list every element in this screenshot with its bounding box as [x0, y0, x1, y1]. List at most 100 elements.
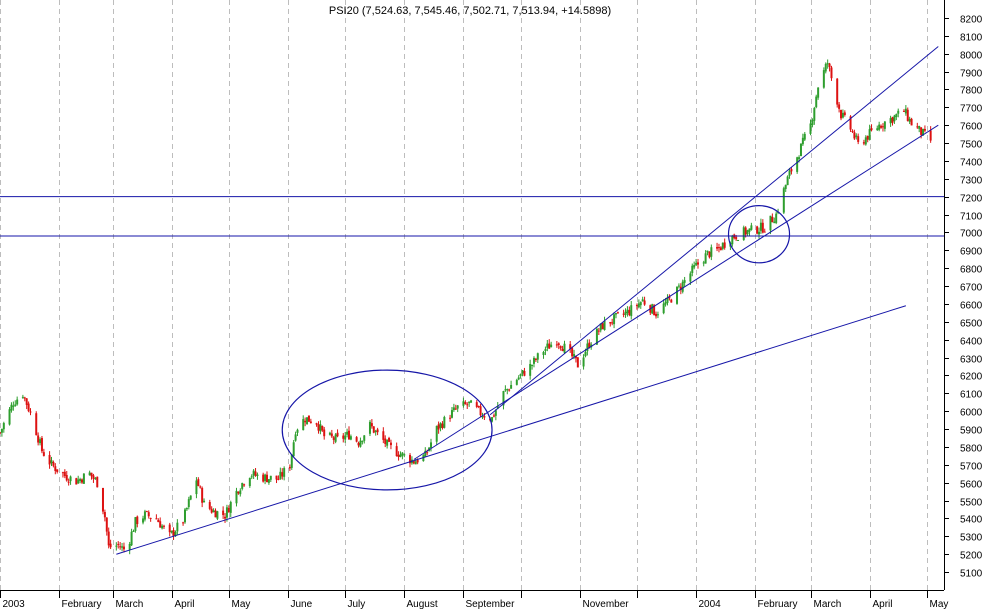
candle-body [548, 343, 551, 349]
candle-body [319, 424, 322, 432]
candle-body [759, 222, 762, 231]
candle-body [452, 407, 455, 411]
candle-body [599, 323, 602, 331]
candle-body [790, 169, 793, 172]
candle-body [439, 423, 442, 428]
candle-body [529, 363, 532, 376]
candle-body [347, 430, 350, 440]
candle-body [372, 426, 375, 433]
candle-body [65, 474, 68, 481]
candle-body [483, 416, 486, 418]
candle-body [597, 330, 600, 332]
candle-body [908, 118, 911, 122]
candle-body [916, 126, 919, 128]
candle-body [424, 450, 427, 457]
candle-body [12, 405, 15, 407]
trend-line [413, 124, 939, 460]
candle-body [283, 468, 286, 477]
candle-body [355, 437, 358, 442]
candle-body [176, 522, 179, 532]
candle-body [384, 438, 387, 444]
candle-body [494, 410, 497, 416]
candle-body [243, 484, 246, 486]
candle-body [239, 490, 242, 495]
candle-body [21, 396, 24, 398]
candle-body [269, 475, 272, 480]
candle-body [130, 531, 133, 546]
candle-body [584, 352, 587, 357]
candle-body [292, 442, 295, 457]
y-tick-label: 5500 [960, 498, 983, 509]
candle-body [614, 313, 617, 315]
candle-body [61, 472, 64, 474]
candle-body [214, 510, 217, 518]
x-tick-label: 2004 [699, 599, 722, 610]
candle-body [815, 96, 818, 108]
candle-body [142, 518, 145, 523]
candle-body [668, 296, 671, 299]
candle-body [635, 305, 638, 307]
candle-body [172, 530, 175, 536]
candle-body [910, 118, 913, 126]
y-tick-label: 7900 [960, 69, 983, 80]
candle-body [891, 117, 894, 123]
candle-body [163, 525, 166, 527]
y-tick-label: 5600 [960, 480, 983, 491]
candle-body [840, 110, 843, 119]
candle-body [2, 423, 5, 430]
candle-body [241, 483, 244, 489]
x-tick-label: April [175, 599, 195, 610]
candle-body [107, 531, 110, 546]
candle-body [531, 364, 534, 366]
candle-body [742, 227, 745, 240]
candle-body [895, 114, 898, 118]
candle-body [466, 404, 469, 406]
x-tick-label: July [348, 599, 366, 610]
candle-body [492, 415, 495, 417]
candle-body [906, 109, 909, 121]
y-tick-label: 7600 [960, 122, 983, 133]
candle-body [454, 408, 457, 410]
candle-body [101, 487, 104, 512]
y-tick-label: 7800 [960, 86, 983, 97]
candle-body [830, 67, 833, 79]
candle-body [773, 221, 776, 224]
candle-body [588, 342, 591, 348]
candle-body [809, 123, 812, 134]
candle-body [704, 253, 707, 264]
candle-body [662, 303, 665, 314]
candle-body [536, 353, 539, 360]
candle-body [159, 521, 162, 528]
candle-body [119, 546, 122, 548]
candle-body [290, 454, 293, 468]
candle-body [691, 265, 694, 274]
y-tick-label: 7200 [960, 194, 983, 205]
candle-body [346, 431, 349, 435]
candle-body [414, 461, 417, 465]
candle-body [279, 471, 282, 479]
candle-body [302, 419, 305, 431]
candle-body [504, 389, 507, 391]
candle-body [836, 78, 839, 105]
candle-body [481, 416, 484, 418]
candle-body [94, 478, 97, 480]
y-tick-label: 7500 [960, 140, 983, 151]
candle-body [90, 472, 93, 477]
candle-body [174, 531, 177, 537]
candle-body [412, 461, 415, 464]
chart-grid [0, 0, 928, 590]
candle-body [185, 507, 188, 510]
y-tick-label: 6600 [960, 301, 983, 312]
candle-body [630, 305, 633, 317]
x-tick-label: April [873, 599, 893, 610]
candle-body [155, 518, 158, 520]
candle-body [542, 352, 545, 355]
candle-body [555, 344, 558, 346]
trend-line [116, 305, 907, 555]
candle-body [264, 474, 267, 481]
candle-body [670, 299, 673, 303]
candle-body [288, 466, 291, 469]
candle-body [775, 213, 778, 223]
candle-body [8, 409, 11, 425]
candle-body [799, 143, 802, 157]
